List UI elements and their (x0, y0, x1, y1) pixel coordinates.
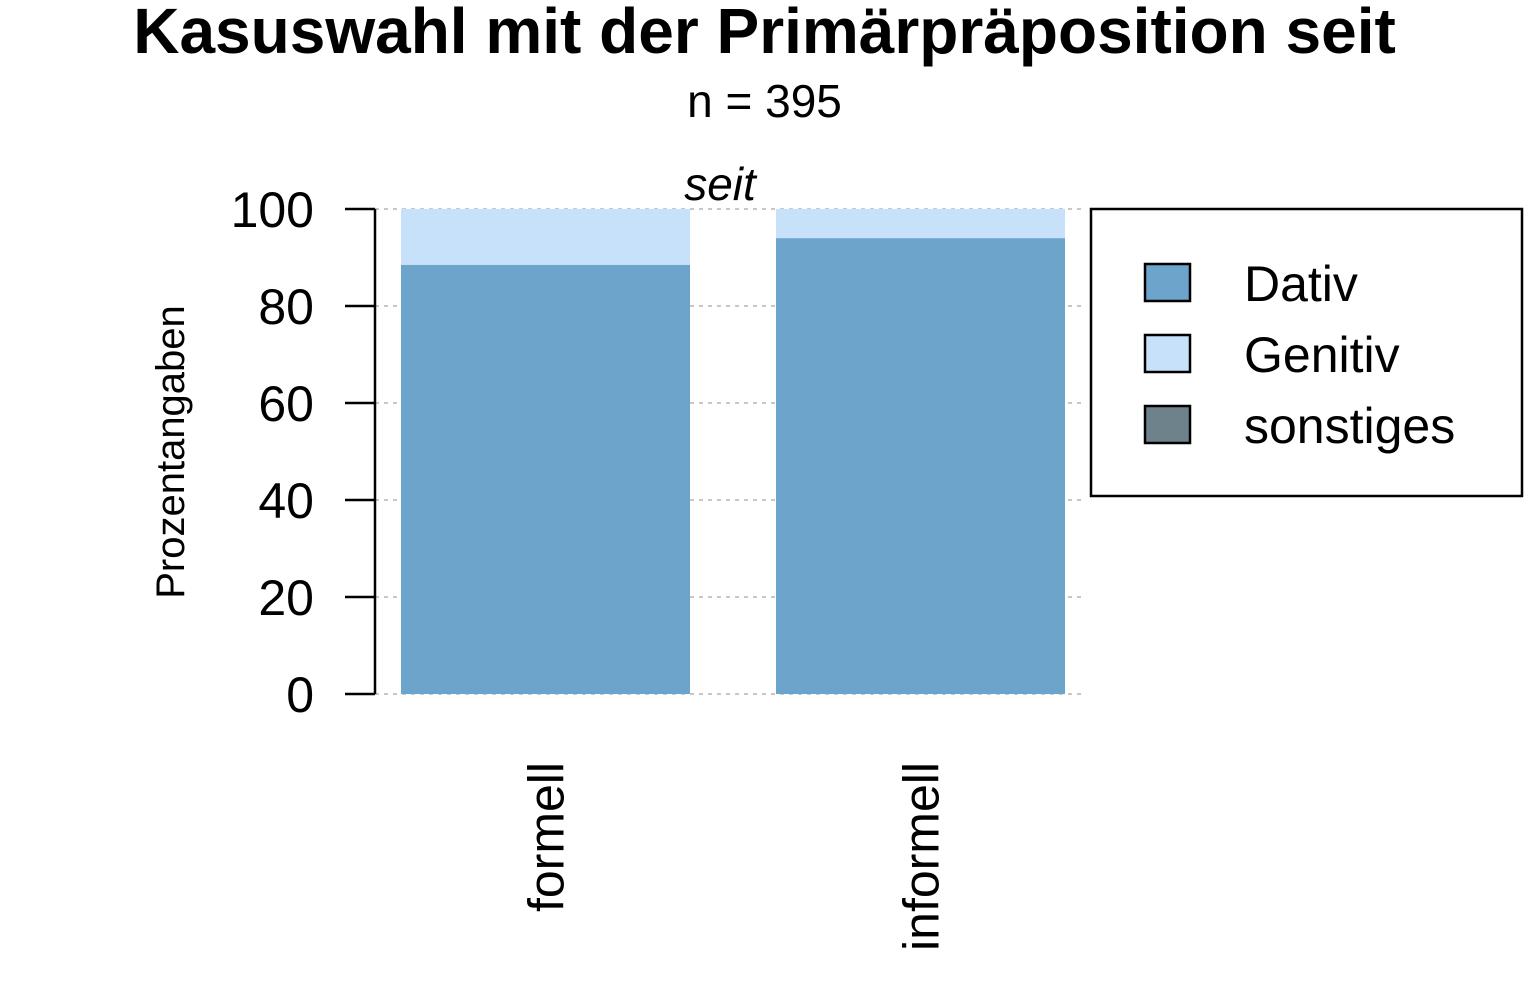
bar-formell-genitiv (401, 209, 690, 265)
y-tick-label-1: 20 (258, 570, 314, 626)
panel-label: seit (684, 158, 758, 210)
bar-informell-dativ (776, 238, 1065, 694)
bar-informell-genitiv (776, 209, 1065, 239)
y-tick-label-3: 60 (258, 376, 314, 432)
x-tick-labels: formell informell (519, 762, 950, 951)
y-tick-label-2: 40 (258, 473, 314, 529)
legend-label-genitiv: Genitiv (1244, 327, 1400, 383)
bar-formell-dativ (401, 264, 690, 694)
bars (401, 209, 1065, 694)
legend-label-sonstiges: sonstiges (1244, 398, 1455, 454)
legend: Dativ Genitiv sonstiges (1089, 207, 1524, 498)
y-axis-label: Prozentangaben (149, 305, 193, 599)
legend-label-dativ: Dativ (1244, 256, 1358, 312)
chart-subtitle: n = 395 (687, 75, 842, 127)
y-tick-label-5: 100 (231, 182, 314, 238)
legend-swatch-genitiv (1143, 333, 1192, 374)
y-tick-label-4: 80 (258, 279, 314, 335)
x-tick-label-formell: formell (519, 762, 575, 912)
legend-swatch-sonstiges (1143, 404, 1192, 445)
y-tick-label-0: 0 (286, 667, 314, 723)
chart-title: Kasuswahl mit der Primärpräposition seit (133, 0, 1396, 67)
legend-swatch-dativ (1143, 262, 1192, 303)
y-axis: 0 20 40 60 80 100 (231, 182, 377, 723)
x-tick-label-informell: informell (894, 762, 950, 951)
